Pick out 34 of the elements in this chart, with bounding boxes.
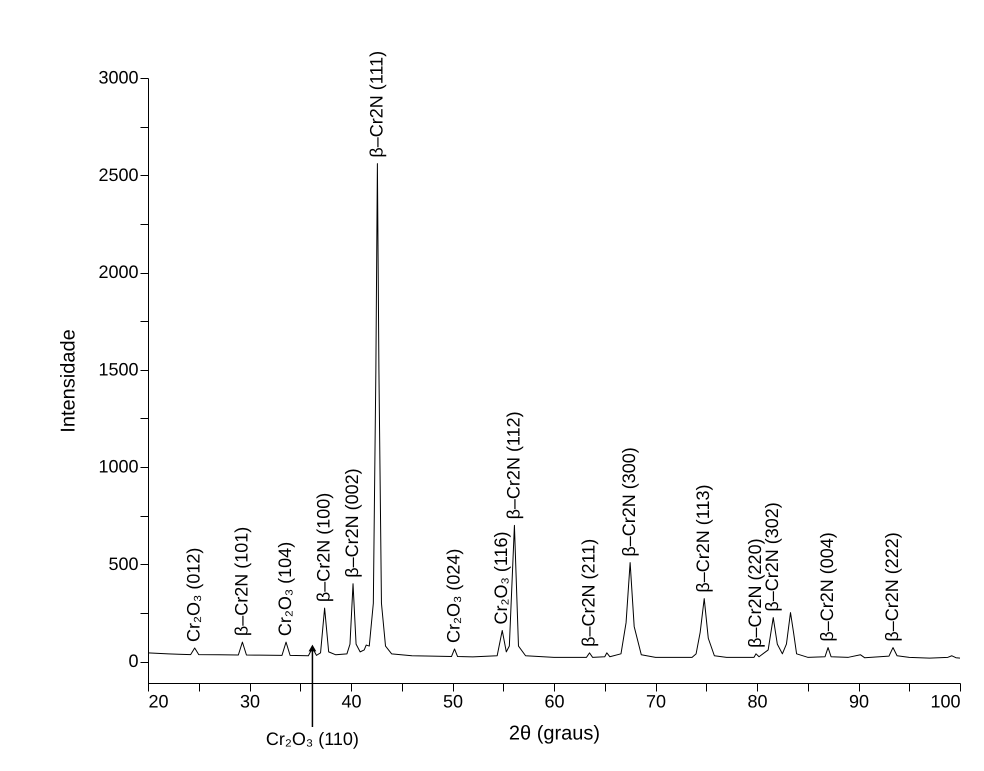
annotation: Cr₂O₃ (116) [491,531,512,624]
annotation: Cr₂O₃ (012) [184,548,204,642]
annotation: Cr₂O₃ (110) [266,729,359,749]
annotation: β–Cr2N (300) [619,447,640,557]
annotation: β–Cr2N (113) [693,484,714,593]
annotation: β–Cr2N (220) [744,538,765,648]
x-tick-label: 90 [848,692,870,712]
annotation: Cr₂O₃ (104) [275,542,296,636]
x-tick-label: 20 [148,692,169,712]
annotation: β–Cr2N (100) [314,492,334,602]
y-tick-label: 2000 [98,262,138,282]
x-tick-label: 40 [341,692,362,712]
y-tick-label: 500 [108,554,138,574]
x-axis-title: 2θ (graus) [508,722,600,744]
annotation: β–Cr2N (112) [503,411,524,520]
y-tick-label: 0 [128,651,138,672]
x-tick-label: 30 [240,692,260,712]
y-tick-label: 2500 [98,164,138,185]
y-tick-label: 3000 [98,68,138,88]
y-tick-label: 1500 [98,359,138,380]
annotation: β–Cr2N (101) [231,526,252,636]
x-tick-label: 80 [747,692,768,712]
annotation: β–Cr2N (004) [817,532,838,642]
annotation: β–Cr2N (002) [342,468,362,578]
annotation: β–Cr2N (222) [882,532,902,642]
x-tick-label: 60 [544,692,565,712]
x-tick-label: 70 [646,692,666,712]
annotation: β–Cr2N (111) [366,50,386,158]
annotation: Cr₂O₃ (024) [444,548,464,643]
y-tick-label: 1000 [98,456,138,477]
annotation: β–Cr2N (211) [578,538,599,647]
y-axis-title: Intensidade [57,329,80,433]
x-tick-label: 100 [930,692,960,712]
x-tick-label: 50 [442,692,464,712]
